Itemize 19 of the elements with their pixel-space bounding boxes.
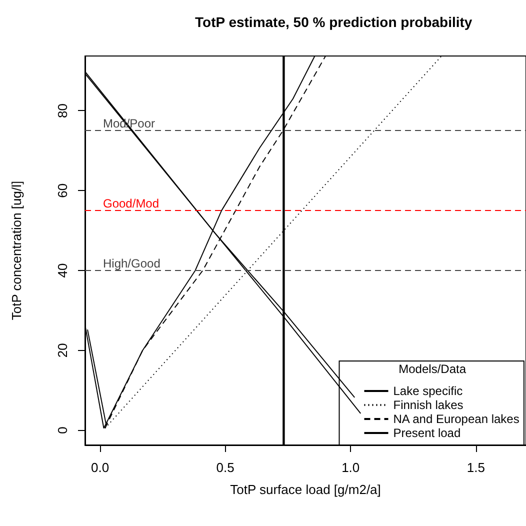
x-tick-label: 1.0 xyxy=(342,460,360,475)
y-tick-label: 40 xyxy=(55,263,70,278)
legend-label: Lake specific xyxy=(393,384,463,398)
ref-line-label: Good/Mod xyxy=(103,196,160,211)
legend-label: Finnish lakes xyxy=(393,398,464,412)
y-tick-label: 0 xyxy=(55,426,70,434)
x-axis-title: TotP surface load [g/m2/a] xyxy=(230,482,381,497)
y-axis-title: TotP concentration [ug/l] xyxy=(9,180,24,320)
legend-label: NA and European lakes xyxy=(393,412,520,426)
x-tick-label: 0.5 xyxy=(216,460,234,475)
legend-title: Models/Data xyxy=(398,362,466,376)
ref-line-label: High/Good xyxy=(103,256,160,270)
y-tick-label: 80 xyxy=(55,103,70,118)
x-tick-label: 0.0 xyxy=(90,460,110,475)
x-tick-label: 1.5 xyxy=(466,460,485,475)
legend-label: Present load xyxy=(393,426,461,440)
y-tick-label: 60 xyxy=(55,183,70,198)
y-tick-label: 20 xyxy=(55,343,70,358)
chart-title: TotP estimate, 50 % prediction probability xyxy=(195,14,472,30)
